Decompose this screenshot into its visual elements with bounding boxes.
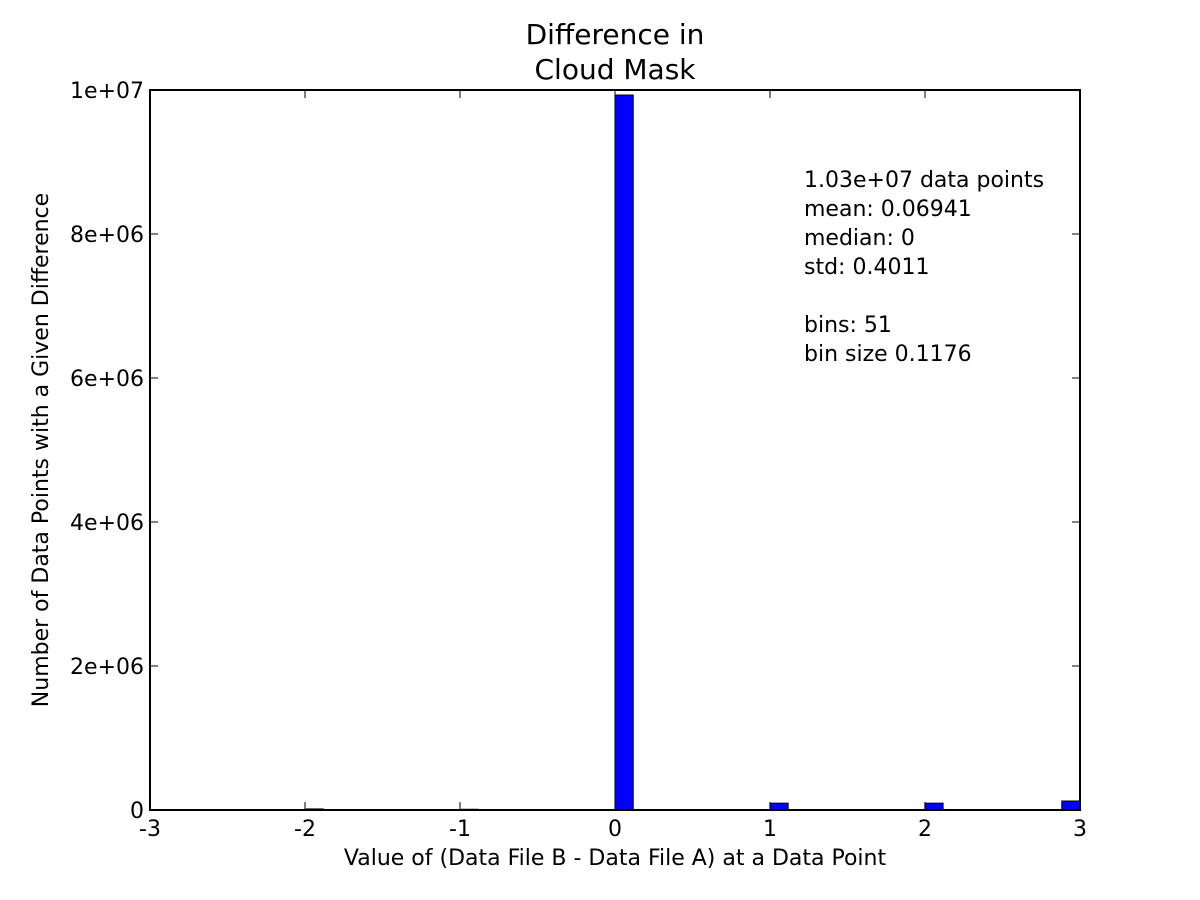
stats-line: bin size 0.1176 — [804, 342, 972, 367]
y-tick-label: 8e+06 — [70, 223, 144, 248]
histogram-bar — [924, 802, 944, 811]
x-tick-label: 3 — [1073, 817, 1087, 842]
stats-line: 1.03e+07 data points — [804, 168, 1044, 193]
stats-line: std: 0.4011 — [804, 255, 929, 280]
x-tick-label: 1 — [763, 817, 777, 842]
x-tick-label: -2 — [294, 817, 316, 842]
y-tick-label: 4e+06 — [70, 511, 144, 536]
x-axis-label: Value of (Data File B - Data File A) at … — [344, 846, 887, 871]
plot-frame — [149, 89, 1081, 811]
chart-title-line-2: Cloud Mask — [535, 53, 697, 86]
x-tick-label: 2 — [918, 817, 932, 842]
y-tick-label: 6e+06 — [70, 367, 144, 392]
histogram-bar — [1061, 800, 1081, 811]
x-tick-label: -1 — [449, 817, 471, 842]
stats-annotation: 1.03e+07 data points mean: 0.06941 median:… — [804, 168, 1044, 367]
x-tick-label: -3 — [139, 817, 161, 842]
y-tick-label: 0 — [130, 799, 144, 824]
stats-line: median: 0 — [804, 226, 915, 251]
stats-line: bins: 51 — [804, 313, 892, 338]
y-axis-label: Number of Data Points with a Given Diffe… — [29, 193, 54, 707]
histogram-bar — [769, 802, 789, 811]
chart-title-line-1: Difference in — [526, 18, 705, 51]
stats-line: mean: 0.06941 — [804, 197, 972, 222]
ticks-group: -3 -2 -1 0 1 2 3 0 2e+06 4e+06 6e+06 8e+06 1e+07 — [70, 79, 1087, 842]
x-tick-label: 0 — [608, 817, 622, 842]
histogram-bar — [614, 94, 634, 811]
y-tick-label: 2e+06 — [70, 655, 144, 680]
y-tick-label: 1e+07 — [70, 79, 144, 104]
